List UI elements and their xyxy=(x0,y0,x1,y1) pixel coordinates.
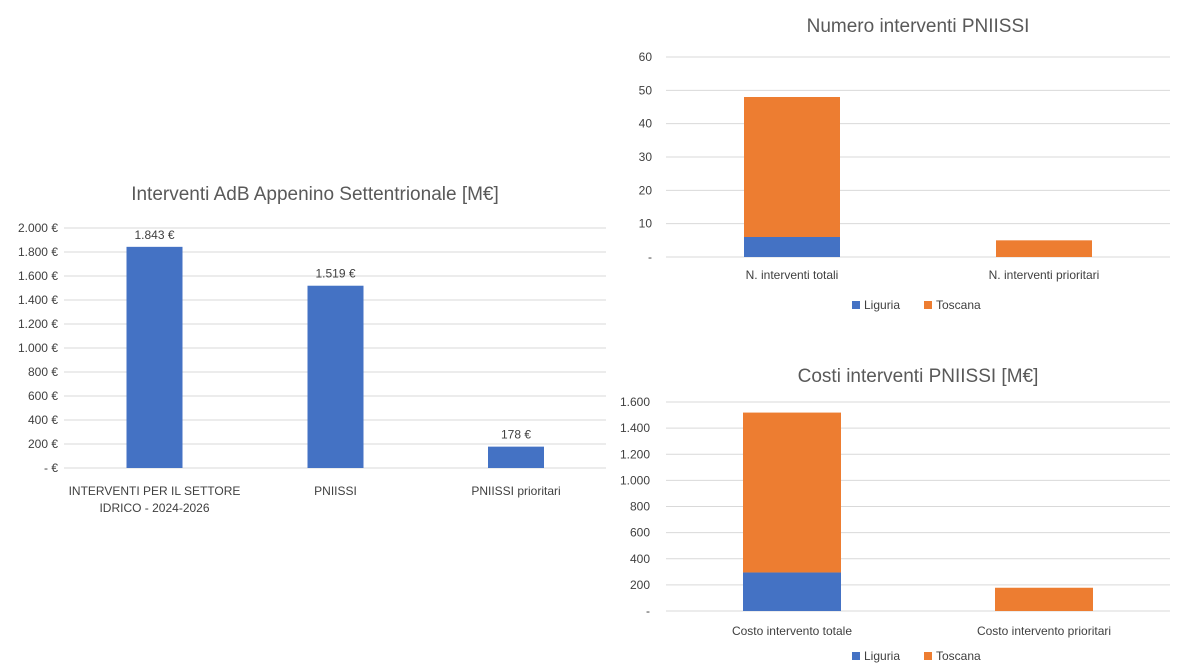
y-tick-label: 30 xyxy=(639,150,653,164)
y-tick-label: 40 xyxy=(639,117,653,131)
chart-title: Numero interventi PNIISSI xyxy=(807,16,1030,37)
chart-3: Costi interventi PNIISSI [M€] - 200 400 600 8… xyxy=(620,366,1170,663)
y-tick-label: 1.600 xyxy=(620,395,650,409)
legend-swatch-liguria xyxy=(852,652,860,660)
data-label: 1.519 € xyxy=(315,267,355,281)
chart-title: Interventi AdB Appenino Settentrionale [… xyxy=(131,184,499,205)
bar-2 xyxy=(307,285,364,468)
legend-swatch-liguria xyxy=(852,301,860,309)
bar-liguria-1 xyxy=(743,572,841,611)
y-tick-label: 1.000 xyxy=(620,473,650,487)
y-tick-label: - € xyxy=(44,461,58,475)
y-tick-label: 800 € xyxy=(28,365,58,379)
category-label: INTERVENTI PER IL SETTORE xyxy=(69,484,241,498)
y-tick-label: 20 xyxy=(639,183,653,197)
bar-toscana-1 xyxy=(744,97,840,237)
legend-label-toscana: Toscana xyxy=(936,298,981,312)
chart-title: Costi interventi PNIISSI [M€] xyxy=(798,366,1039,387)
y-tick-label: 1.400 xyxy=(620,421,650,435)
y-tick-label: 1.200 xyxy=(620,447,650,461)
y-tick-label: 600 xyxy=(630,526,650,540)
y-tick-label: 1.600 € xyxy=(18,269,58,283)
y-tick-label: 60 xyxy=(639,50,653,64)
y-tick-label: 1.200 € xyxy=(18,317,58,331)
y-tick-label: - xyxy=(648,250,652,264)
bar-toscana-1 xyxy=(743,412,841,573)
y-tick-label: 2.000 € xyxy=(18,221,58,235)
y-tick-label: 50 xyxy=(639,83,653,97)
y-tick-label: 400 € xyxy=(28,413,58,427)
bar-1 xyxy=(126,246,183,468)
y-tick-label: 400 xyxy=(630,552,650,566)
y-tick-label: 600 € xyxy=(28,389,58,403)
data-label: 178 € xyxy=(501,428,531,442)
category-label: N. interventi totali xyxy=(746,268,839,282)
y-tick-label: 200 € xyxy=(28,437,58,451)
y-tick-label: 1.400 € xyxy=(18,293,58,307)
chart-2: Numero interventi PNIISSI - 10 20 30 40 50 60 N.… xyxy=(639,16,1170,312)
category-label: Costo intervento prioritari xyxy=(977,624,1111,638)
data-label: 1.843 € xyxy=(134,228,174,242)
category-label: IDRICO - 2024-2026 xyxy=(99,501,209,515)
y-tick-label: 200 xyxy=(630,578,650,592)
legend-swatch-toscana xyxy=(924,301,932,309)
bar-toscana-2 xyxy=(995,587,1093,611)
category-label: N. interventi prioritari xyxy=(989,268,1100,282)
legend-label-liguria: Liguria xyxy=(864,298,900,312)
y-tick-label: - xyxy=(646,604,650,618)
y-tick-label: 800 xyxy=(630,500,650,514)
bar-toscana-2 xyxy=(996,240,1092,257)
y-tick-label: 1.000 € xyxy=(18,341,58,355)
chart-1: Interventi AdB Appenino Settentrionale [… xyxy=(18,184,606,515)
category-label: PNIISSI xyxy=(314,484,357,498)
legend-swatch-toscana xyxy=(924,652,932,660)
legend-label-toscana: Toscana xyxy=(936,649,981,663)
legend-label-liguria: Liguria xyxy=(864,649,900,663)
bar-3 xyxy=(488,446,544,468)
y-tick-label: 10 xyxy=(639,217,653,231)
category-label: PNIISSI prioritari xyxy=(471,484,560,498)
y-tick-label: 1.800 € xyxy=(18,245,58,259)
bar-liguria-1 xyxy=(744,237,840,257)
category-label: Costo intervento totale xyxy=(732,624,852,638)
